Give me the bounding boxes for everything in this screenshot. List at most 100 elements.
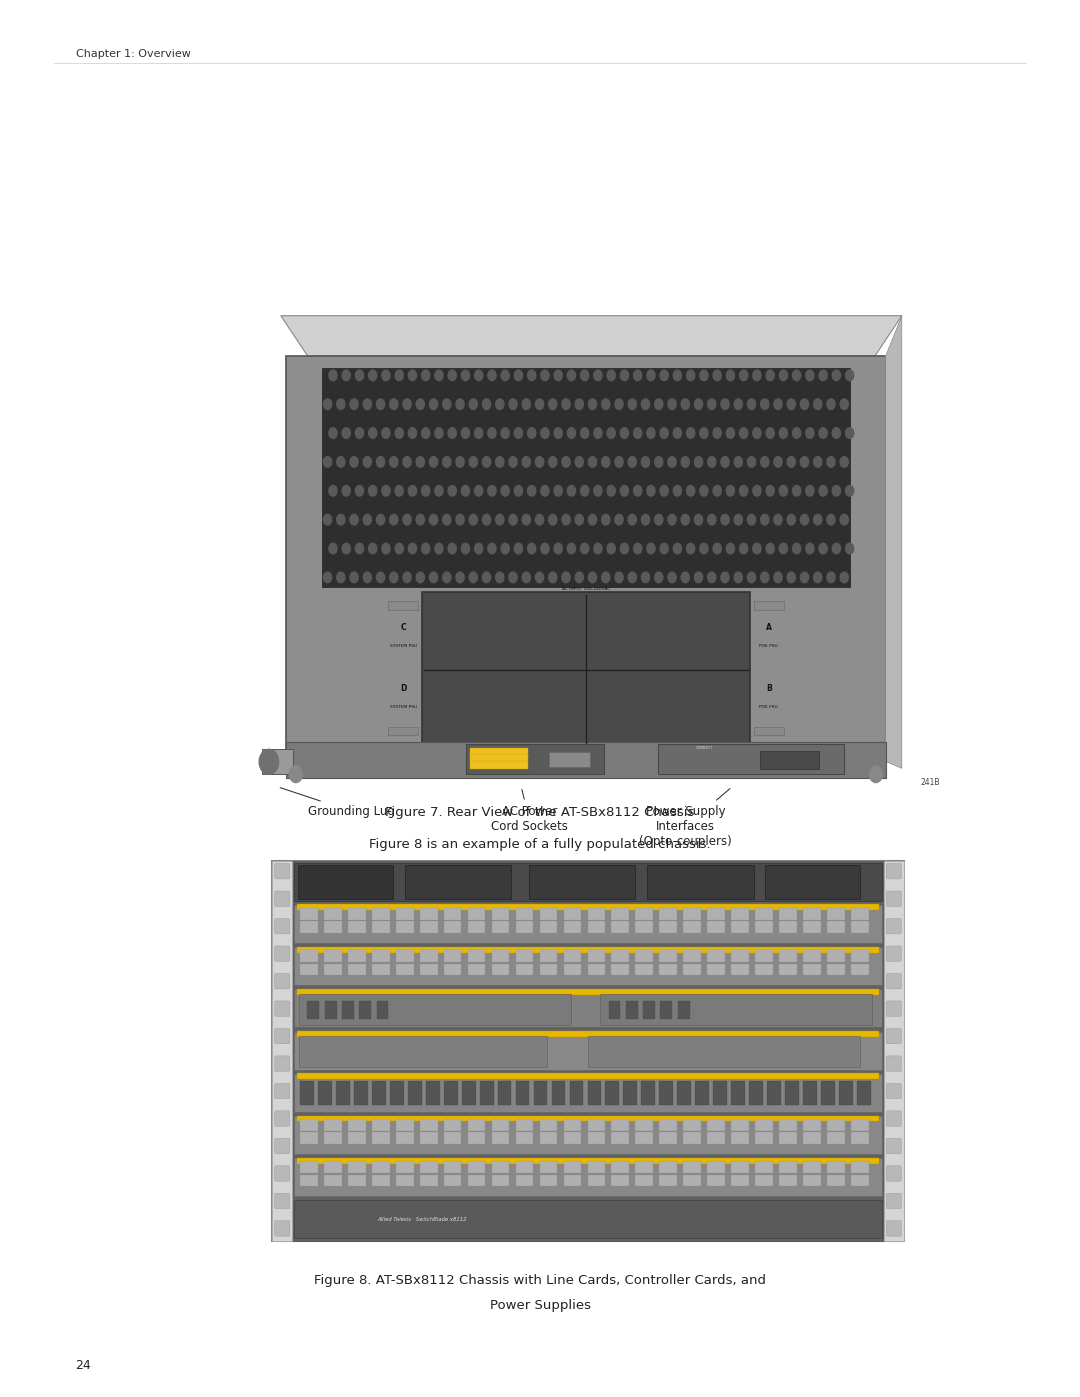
Circle shape bbox=[509, 400, 517, 409]
FancyBboxPatch shape bbox=[660, 964, 677, 975]
FancyBboxPatch shape bbox=[780, 922, 797, 933]
Circle shape bbox=[350, 400, 359, 409]
Polygon shape bbox=[886, 316, 902, 768]
Circle shape bbox=[819, 370, 827, 381]
FancyBboxPatch shape bbox=[444, 950, 461, 963]
FancyBboxPatch shape bbox=[372, 922, 390, 933]
FancyBboxPatch shape bbox=[707, 1133, 725, 1144]
Circle shape bbox=[813, 457, 822, 467]
Text: A: A bbox=[766, 623, 771, 633]
Circle shape bbox=[377, 514, 384, 525]
FancyBboxPatch shape bbox=[348, 908, 366, 919]
FancyBboxPatch shape bbox=[731, 964, 750, 975]
FancyBboxPatch shape bbox=[887, 918, 902, 933]
FancyBboxPatch shape bbox=[420, 922, 437, 933]
FancyBboxPatch shape bbox=[299, 993, 571, 1025]
FancyBboxPatch shape bbox=[274, 1028, 289, 1044]
Text: Figure 7. Rear View of the AT-SBx8112 Chassis: Figure 7. Rear View of the AT-SBx8112 Ch… bbox=[386, 806, 694, 819]
Text: Allied Telesis   SwitchBlade x8112: Allied Telesis SwitchBlade x8112 bbox=[378, 1217, 468, 1222]
FancyBboxPatch shape bbox=[660, 922, 677, 933]
Circle shape bbox=[501, 370, 510, 381]
Circle shape bbox=[448, 370, 457, 381]
FancyBboxPatch shape bbox=[480, 1081, 494, 1105]
Circle shape bbox=[602, 573, 610, 583]
FancyBboxPatch shape bbox=[804, 1119, 821, 1130]
Circle shape bbox=[654, 514, 663, 525]
Circle shape bbox=[667, 457, 676, 467]
Circle shape bbox=[337, 573, 345, 583]
FancyBboxPatch shape bbox=[588, 950, 605, 963]
Circle shape bbox=[488, 427, 496, 439]
Circle shape bbox=[774, 400, 782, 409]
Circle shape bbox=[363, 457, 372, 467]
Circle shape bbox=[647, 486, 656, 496]
Circle shape bbox=[813, 400, 822, 409]
FancyBboxPatch shape bbox=[827, 1119, 845, 1130]
FancyBboxPatch shape bbox=[564, 1133, 581, 1144]
FancyBboxPatch shape bbox=[851, 950, 869, 963]
Circle shape bbox=[523, 457, 530, 467]
FancyBboxPatch shape bbox=[731, 1175, 750, 1186]
FancyBboxPatch shape bbox=[731, 922, 750, 933]
FancyBboxPatch shape bbox=[297, 989, 879, 995]
FancyBboxPatch shape bbox=[294, 947, 882, 985]
FancyBboxPatch shape bbox=[342, 1002, 354, 1018]
Circle shape bbox=[647, 543, 656, 553]
Circle shape bbox=[435, 486, 443, 496]
Circle shape bbox=[576, 400, 583, 409]
Circle shape bbox=[496, 400, 504, 409]
FancyBboxPatch shape bbox=[515, 1175, 534, 1186]
FancyBboxPatch shape bbox=[420, 964, 437, 975]
Circle shape bbox=[549, 400, 557, 409]
Circle shape bbox=[620, 370, 629, 381]
FancyBboxPatch shape bbox=[564, 1119, 581, 1130]
FancyBboxPatch shape bbox=[274, 1111, 289, 1126]
Circle shape bbox=[740, 427, 747, 439]
FancyBboxPatch shape bbox=[755, 908, 773, 919]
Circle shape bbox=[660, 427, 669, 439]
FancyBboxPatch shape bbox=[887, 863, 902, 879]
Circle shape bbox=[615, 573, 623, 583]
FancyBboxPatch shape bbox=[300, 964, 318, 975]
Circle shape bbox=[350, 457, 359, 467]
Circle shape bbox=[456, 573, 464, 583]
Circle shape bbox=[819, 427, 827, 439]
Circle shape bbox=[567, 427, 576, 439]
Circle shape bbox=[501, 543, 510, 553]
Circle shape bbox=[806, 370, 814, 381]
FancyBboxPatch shape bbox=[388, 601, 418, 609]
FancyBboxPatch shape bbox=[611, 950, 630, 963]
Circle shape bbox=[602, 457, 610, 467]
Circle shape bbox=[753, 370, 761, 381]
FancyBboxPatch shape bbox=[294, 989, 882, 1027]
FancyBboxPatch shape bbox=[635, 1119, 653, 1130]
FancyBboxPatch shape bbox=[515, 1161, 534, 1173]
FancyBboxPatch shape bbox=[444, 1175, 461, 1186]
Circle shape bbox=[660, 370, 669, 381]
Circle shape bbox=[509, 457, 517, 467]
FancyBboxPatch shape bbox=[395, 922, 414, 933]
Circle shape bbox=[654, 400, 663, 409]
Circle shape bbox=[562, 457, 570, 467]
FancyBboxPatch shape bbox=[324, 1175, 341, 1186]
FancyBboxPatch shape bbox=[297, 947, 879, 953]
FancyBboxPatch shape bbox=[713, 1081, 727, 1105]
FancyBboxPatch shape bbox=[755, 1175, 773, 1186]
Circle shape bbox=[747, 457, 756, 467]
FancyBboxPatch shape bbox=[294, 1158, 882, 1196]
FancyBboxPatch shape bbox=[588, 1035, 860, 1067]
Circle shape bbox=[567, 370, 576, 381]
Circle shape bbox=[642, 400, 650, 409]
FancyBboxPatch shape bbox=[468, 1161, 485, 1173]
Circle shape bbox=[694, 457, 703, 467]
FancyBboxPatch shape bbox=[372, 964, 390, 975]
Text: Figure 8. AT-SBx8112 Chassis with Line Cards, Controller Cards, and: Figure 8. AT-SBx8112 Chassis with Line C… bbox=[314, 1274, 766, 1287]
Circle shape bbox=[634, 543, 642, 553]
Circle shape bbox=[456, 457, 464, 467]
FancyBboxPatch shape bbox=[420, 908, 437, 919]
Circle shape bbox=[687, 486, 694, 496]
FancyBboxPatch shape bbox=[534, 1081, 548, 1105]
FancyBboxPatch shape bbox=[372, 1161, 390, 1173]
FancyBboxPatch shape bbox=[684, 964, 701, 975]
Circle shape bbox=[461, 543, 470, 553]
